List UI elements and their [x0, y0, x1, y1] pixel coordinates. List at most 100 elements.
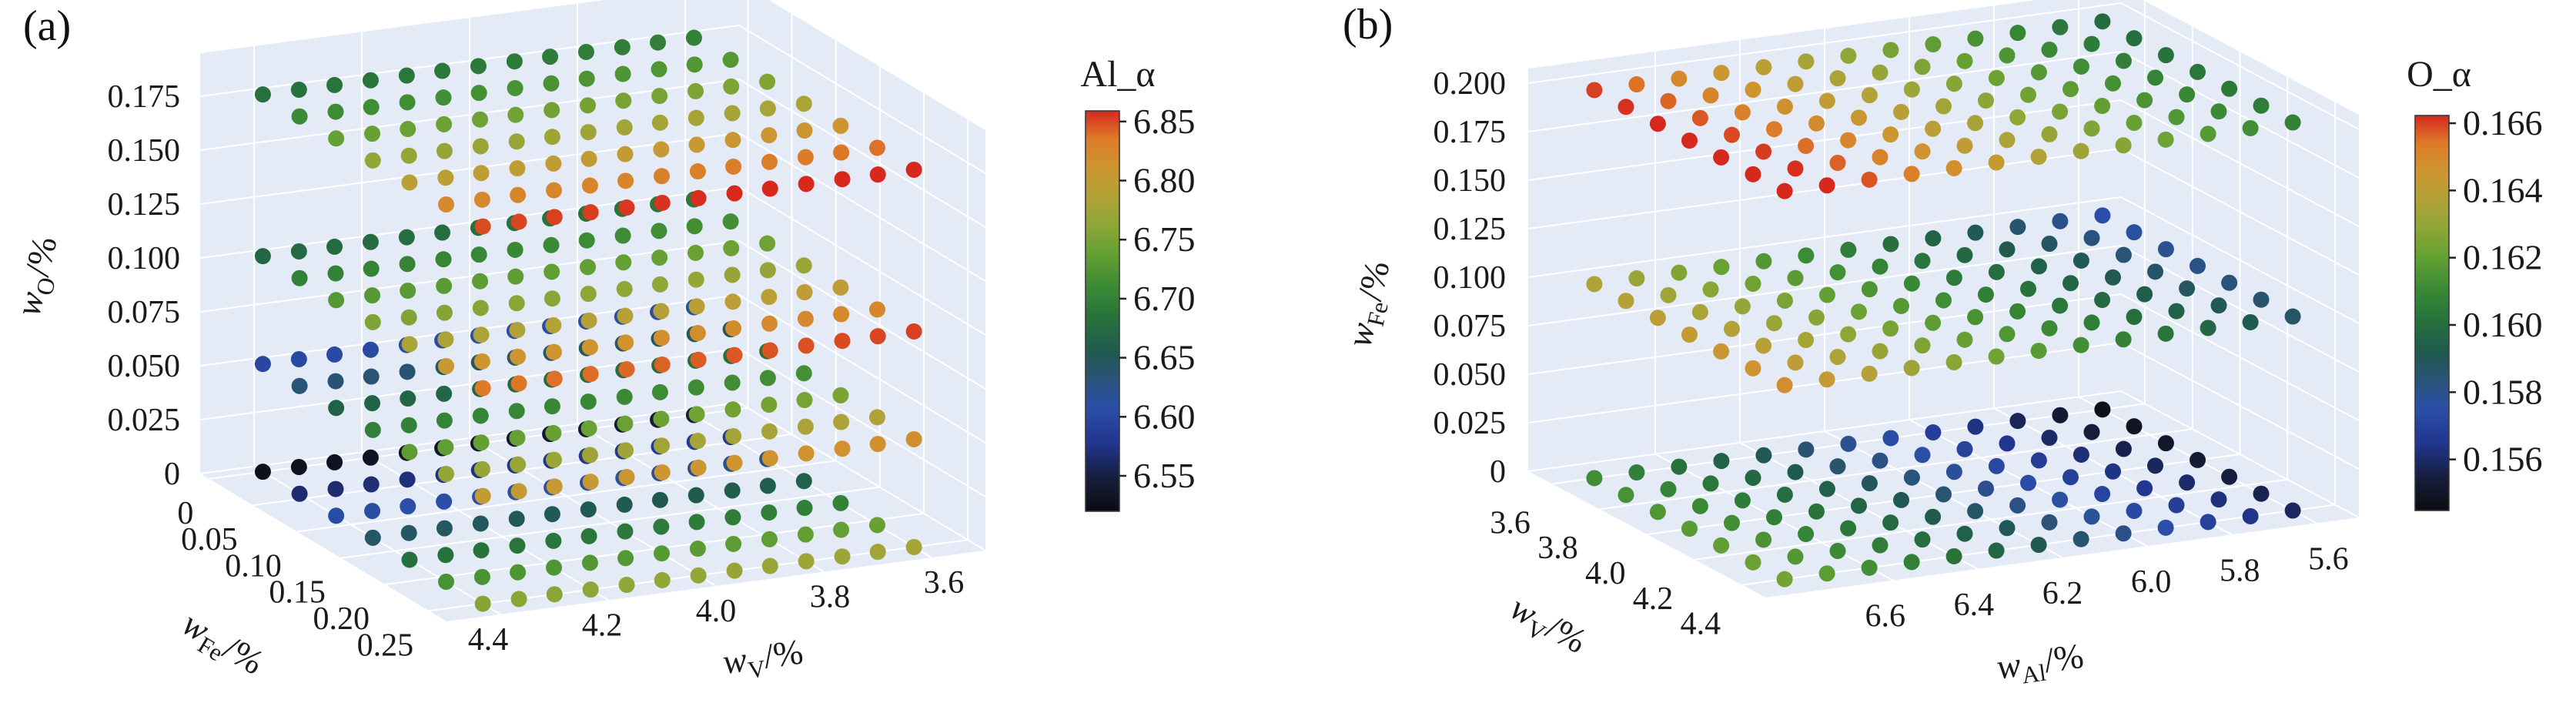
data-point — [401, 551, 418, 568]
data-point — [2147, 457, 2163, 474]
data-point — [761, 180, 778, 197]
data-point — [2126, 503, 2143, 520]
data-point — [2094, 292, 2111, 309]
data-point — [651, 114, 668, 131]
data-point — [542, 49, 559, 65]
data-point — [1945, 353, 1962, 370]
data-point — [1861, 281, 1878, 298]
data-point — [832, 387, 849, 403]
data-point — [472, 515, 489, 532]
gridline — [738, 186, 986, 336]
data-point — [761, 423, 778, 440]
data-point — [2030, 537, 2047, 554]
data-point — [364, 421, 381, 438]
data-point — [1978, 480, 1994, 497]
data-point — [1925, 508, 1942, 525]
data-point — [686, 56, 703, 73]
data-point — [724, 401, 741, 418]
data-point — [2253, 485, 2270, 502]
gridline — [738, 25, 986, 174]
data-point — [1925, 424, 1942, 441]
data-point — [1872, 452, 1889, 469]
data-point — [651, 491, 668, 508]
data-point — [1628, 464, 1645, 481]
data-point — [546, 370, 563, 387]
data-point — [545, 532, 562, 549]
data-point — [1818, 565, 1835, 582]
data-point — [1956, 246, 1973, 263]
data-point — [581, 447, 598, 464]
data-point — [2115, 52, 2132, 69]
data-point — [1882, 236, 1899, 253]
data-point — [2221, 80, 2238, 97]
data-point — [761, 127, 778, 144]
panel-a: 0.175 0.150 0.125 0.100 0.075 0.050 0.025 0 00.0… — [8, 0, 1196, 684]
data-point — [1766, 121, 1782, 138]
data-point — [833, 144, 850, 161]
data-point — [470, 246, 487, 263]
data-point — [580, 286, 597, 303]
data-point — [510, 186, 527, 203]
data-point — [2041, 126, 2058, 142]
tick-labels: 0.175 0.150 0.125 0.100 0.075 0.050 0.025 0 00.0… — [108, 79, 965, 663]
data-point — [617, 523, 634, 540]
data-point — [1861, 559, 1878, 576]
data-point — [2030, 64, 2047, 81]
data-point — [2041, 429, 2058, 446]
data-point — [617, 415, 634, 432]
data-point — [2179, 474, 2196, 491]
data-point — [689, 163, 706, 180]
data-point — [1713, 259, 1730, 276]
data-point — [290, 350, 307, 367]
data-point — [364, 313, 381, 330]
data-point — [1840, 326, 1857, 343]
data-point — [653, 141, 670, 158]
data-point — [582, 204, 599, 221]
colorbar-gradient — [1085, 110, 1120, 512]
data-point — [580, 150, 597, 167]
data-point — [437, 357, 454, 374]
data-point — [1628, 270, 1645, 287]
x-tick-label: 6.4 — [1954, 588, 1995, 623]
data-point — [905, 161, 922, 178]
colorbar: 6.85 6.80 6.75 6.70 6.65 6.60 6.55 Al_α — [1080, 54, 1196, 512]
data-point — [509, 160, 526, 177]
data-point — [363, 368, 380, 385]
colorbar-tick-label: 6.70 — [1133, 279, 1196, 318]
z-tick-label: 0 — [164, 457, 180, 492]
data-point — [578, 232, 595, 249]
data-point — [798, 176, 815, 192]
data-point — [1724, 514, 1740, 531]
data-point — [1914, 337, 1931, 354]
data-point — [2200, 320, 2216, 336]
data-point — [615, 254, 632, 271]
data-point — [2041, 320, 2058, 336]
data-point — [1745, 81, 1761, 98]
data-point — [1914, 531, 1931, 548]
x-tick-label: 6.2 — [2042, 576, 2083, 611]
data-point — [362, 449, 379, 466]
data-point — [617, 307, 634, 324]
data-point — [761, 289, 778, 306]
data-point — [1776, 98, 1793, 115]
data-point — [2136, 92, 2153, 109]
data-point — [510, 375, 527, 392]
data-point — [545, 182, 562, 199]
data-point — [2126, 115, 2143, 132]
colorbar-tick-label: 0.156 — [2463, 440, 2543, 479]
depth-tick-label: 0 — [177, 496, 193, 531]
data-point — [869, 436, 886, 453]
data-point — [1903, 166, 1920, 182]
data-point — [1755, 253, 1772, 269]
data-point — [834, 333, 851, 350]
data-point — [1586, 470, 1603, 487]
data-point — [1956, 525, 1973, 542]
colorbar-tick-label: 6.75 — [1133, 219, 1196, 259]
data-point — [364, 529, 381, 546]
data-point — [544, 398, 560, 415]
data-point — [759, 370, 776, 387]
data-point — [1988, 457, 2005, 474]
data-point — [617, 146, 634, 162]
data-point — [472, 138, 489, 155]
data-point — [2126, 224, 2143, 241]
